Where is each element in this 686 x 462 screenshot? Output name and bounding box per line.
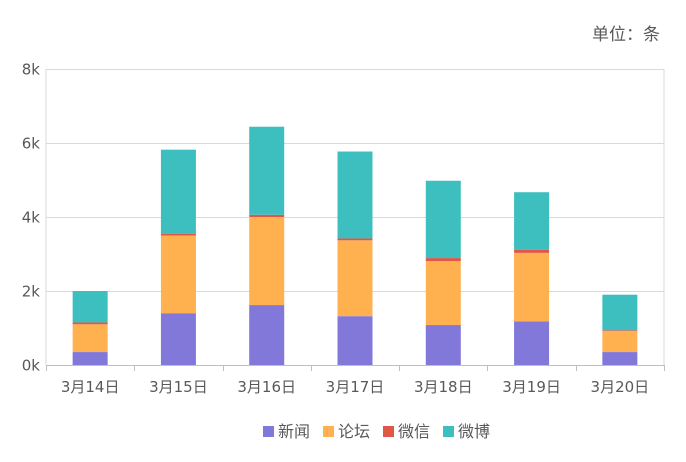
bar-segment — [425, 258, 461, 262]
legend-label: 新闻 — [278, 422, 310, 441]
bar-segment — [249, 217, 285, 306]
bar-segment — [425, 261, 461, 326]
bar-segment — [514, 252, 550, 322]
legend-label: 微信 — [398, 422, 430, 441]
x-tick-label: 3月15日 — [149, 378, 208, 396]
bar-segment — [72, 322, 108, 325]
bar-segment — [337, 151, 373, 239]
bar-segment — [337, 240, 373, 317]
bar-segment — [160, 235, 196, 314]
bar-segment — [72, 352, 108, 365]
bar-segment — [160, 313, 196, 365]
bar-segment — [337, 316, 373, 365]
y-tick-label: 6k — [22, 135, 41, 153]
y-tick-label: 4k — [22, 209, 41, 227]
bar-segment — [425, 325, 461, 365]
x-tick-label: 3月14日 — [61, 378, 120, 396]
legend-label: 微博 — [458, 422, 490, 441]
bar-segment — [602, 330, 638, 331]
x-tick-label: 3月16日 — [237, 378, 296, 396]
bar-segment — [602, 294, 638, 331]
x-tick-label: 3月17日 — [326, 378, 385, 396]
bar-segment — [602, 330, 638, 353]
bar-segment — [425, 180, 461, 259]
x-tick-label: 3月19日 — [502, 378, 561, 396]
legend-swatch — [383, 426, 394, 437]
y-tick-label: 2k — [22, 283, 41, 301]
legend-swatch — [323, 426, 334, 437]
bar-segment — [337, 238, 373, 241]
bar-segment — [249, 305, 285, 365]
legend: 新闻 论坛 微信 微博 — [263, 422, 490, 441]
x-tick-label: 3月20日 — [591, 378, 650, 396]
bar-segment — [514, 249, 550, 253]
bar-segment — [72, 291, 108, 323]
bar-segment — [514, 321, 550, 365]
legend-swatch — [443, 426, 454, 437]
bar-segment — [160, 233, 196, 236]
x-tick-label: 3月18日 — [414, 378, 473, 396]
bar-segment — [249, 214, 285, 217]
legend-swatch — [263, 426, 274, 437]
bars — [72, 126, 638, 365]
legend-label: 论坛 — [338, 422, 370, 441]
bar-segment — [249, 126, 285, 215]
y-tick-label: 8k — [22, 61, 41, 79]
bar-segment — [514, 192, 550, 250]
bar-segment — [160, 149, 196, 234]
y-tick-label: 0k — [22, 357, 41, 375]
bar-segment — [602, 352, 638, 365]
axes: 0k 2k 4k 6k 8k 3月14日 3月15日 3月16日 3月17日 3月18日 3月19日… — [22, 61, 665, 396]
bar-segment — [72, 324, 108, 353]
unit-label: 单位：条 — [592, 25, 660, 45]
